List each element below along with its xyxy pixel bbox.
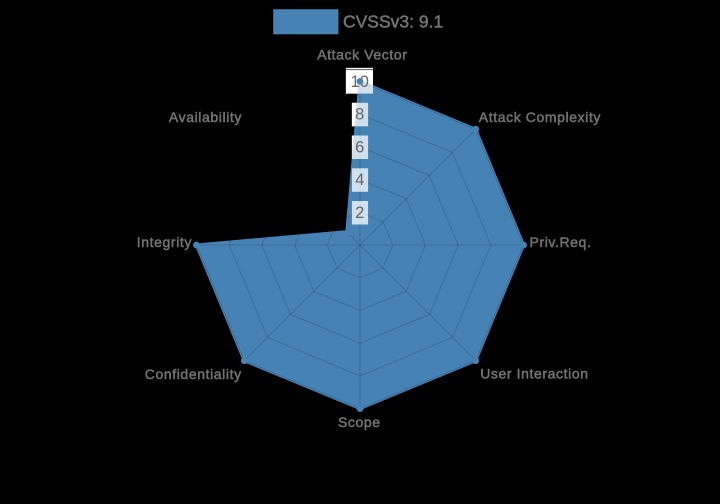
svg-text:4: 4 (355, 171, 364, 189)
svg-text:Confidentiality: Confidentiality (145, 366, 242, 382)
svg-text:2: 2 (355, 204, 364, 222)
svg-text:Priv.Req.: Priv.Req. (530, 234, 592, 250)
svg-text:Scope: Scope (338, 414, 381, 430)
svg-text:CVSSv3: 9.1: CVSSv3: 9.1 (343, 12, 443, 32)
svg-text:6: 6 (355, 138, 364, 156)
svg-text:Attack Complexity: Attack Complexity (479, 109, 601, 125)
svg-text:User Interaction: User Interaction (480, 366, 588, 382)
svg-text:Attack Vector: Attack Vector (317, 47, 407, 63)
svg-text:8: 8 (355, 106, 364, 124)
svg-text:Availability: Availability (169, 109, 242, 125)
svg-text:Integrity: Integrity (137, 234, 192, 250)
